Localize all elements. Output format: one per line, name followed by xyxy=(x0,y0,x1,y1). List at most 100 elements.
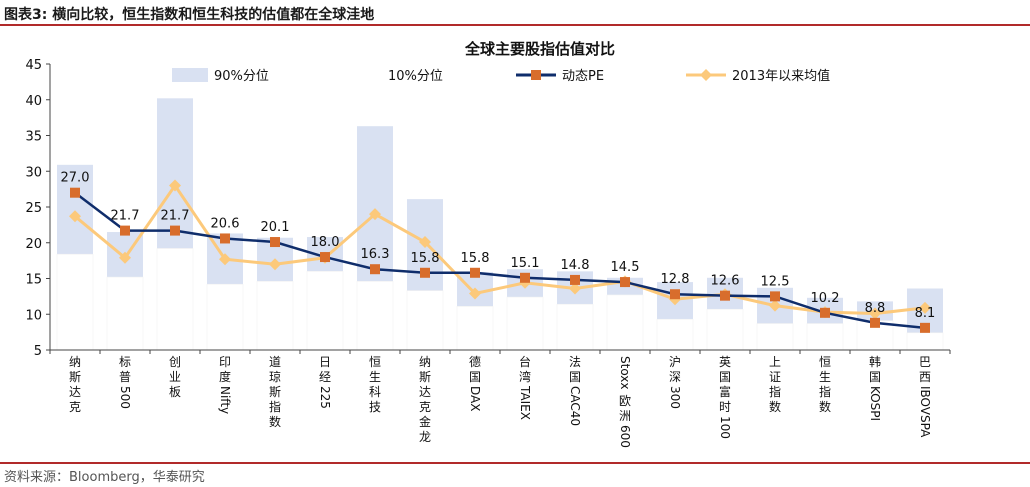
pe-label-1: 21.7 xyxy=(111,209,140,224)
pe-label-3: 20.6 xyxy=(211,216,240,231)
svg-text:纳: 纳 xyxy=(69,355,81,369)
bar-p10-12 xyxy=(656,318,694,351)
pe-point-2 xyxy=(170,225,180,236)
x-tick-label-5: 日经 225 xyxy=(318,355,332,409)
svg-text:KOSPI: KOSPI xyxy=(868,386,882,421)
pe-point-0 xyxy=(70,187,80,198)
avg-point-9 xyxy=(519,276,531,289)
bar-p10-3 xyxy=(206,283,244,351)
bar-p10-7 xyxy=(406,290,444,351)
svg-text:100: 100 xyxy=(718,416,732,439)
avg-point-17 xyxy=(919,301,931,314)
svg-text:国: 国 xyxy=(569,370,581,384)
band-p90-0 xyxy=(57,164,93,255)
svg-text:沪: 沪 xyxy=(669,355,681,369)
bar-p10-4 xyxy=(256,281,294,351)
pe-point-14 xyxy=(770,291,780,302)
svg-text:恒: 恒 xyxy=(819,355,831,369)
y-tick-label-5: 5 xyxy=(34,344,42,359)
pe-point-7 xyxy=(420,267,430,278)
x-tick-label-10: 法国 CAC40 xyxy=(568,355,582,426)
svg-text:500: 500 xyxy=(118,386,132,409)
pe-label-10: 14.8 xyxy=(561,258,590,273)
svg-text:国: 国 xyxy=(469,370,481,384)
svg-text:克: 克 xyxy=(419,400,431,414)
svg-text:韩: 韩 xyxy=(869,354,881,369)
svg-text:225: 225 xyxy=(318,386,332,409)
svg-text:时: 时 xyxy=(719,400,731,414)
avg-point-1 xyxy=(119,251,131,264)
source-note: 资料来源：Bloomberg，华泰研究 xyxy=(4,470,205,485)
pe-label-2: 21.7 xyxy=(161,209,190,224)
pe-label-14: 12.5 xyxy=(761,274,790,289)
x-tick-label-6: 恒生科技 xyxy=(369,355,381,414)
svg-text:琼: 琼 xyxy=(269,369,281,384)
pe-point-16 xyxy=(870,317,880,328)
x-tick-label-11: Stoxx 欧洲 600 xyxy=(618,356,632,448)
svg-text:Nifty: Nifty xyxy=(218,386,232,414)
pe-point-6 xyxy=(370,264,380,275)
svg-text:德: 德 xyxy=(469,354,481,369)
svg-text:生: 生 xyxy=(819,370,831,384)
pe-label-12: 12.8 xyxy=(661,272,690,287)
svg-text:数: 数 xyxy=(269,414,281,429)
svg-text:生: 生 xyxy=(369,370,381,384)
x-tick-label-2: 创业板 xyxy=(169,355,181,399)
pe-label-13: 12.6 xyxy=(711,274,740,289)
legend-marker-pe xyxy=(531,70,541,80)
legend-label-p10: 10%分位 xyxy=(388,69,443,84)
pe-point-3 xyxy=(220,233,230,244)
svg-text:指: 指 xyxy=(269,399,281,414)
pe-label-9: 15.1 xyxy=(511,256,540,271)
bar-p10-6 xyxy=(356,281,394,351)
pe-point-9 xyxy=(520,272,530,283)
svg-text:道: 道 xyxy=(269,355,281,369)
band-p90-2 xyxy=(157,98,193,249)
x-tick-label-16: 韩国 KOSPI xyxy=(868,354,882,421)
x-tick-label-1: 标普 500 xyxy=(118,355,132,409)
svg-text:台: 台 xyxy=(519,354,531,369)
pe-point-11 xyxy=(620,277,630,288)
bar-p10-14 xyxy=(756,323,794,351)
bar-p10-2 xyxy=(156,248,194,351)
x-tick-label-17: 巴西 IBOVSPA xyxy=(918,355,932,438)
bar-p10-5 xyxy=(306,271,344,351)
chart-title: 全球主要股指估值对比 xyxy=(464,40,615,58)
pe-point-13 xyxy=(720,290,730,301)
bar-p10-17 xyxy=(906,332,944,351)
svg-text:业: 业 xyxy=(169,370,181,384)
pe-label-15: 10.2 xyxy=(811,291,840,306)
pe-label-4: 20.1 xyxy=(261,220,290,235)
avg-point-14 xyxy=(769,299,781,312)
svg-text:斯: 斯 xyxy=(419,370,431,384)
svg-text:斯: 斯 xyxy=(69,370,81,384)
svg-text:斯: 斯 xyxy=(269,385,281,399)
svg-text:国: 国 xyxy=(719,370,731,384)
pe-label-8: 15.8 xyxy=(461,251,490,266)
svg-text:湾: 湾 xyxy=(519,369,531,384)
bar-p10-1 xyxy=(106,276,144,351)
svg-text:法: 法 xyxy=(569,355,581,369)
figure-title: 图表3: 横向比较，恒生指数和恒生科技的估值都在全球洼地 xyxy=(4,7,375,23)
y-tick-label-35: 35 xyxy=(25,130,42,145)
svg-text:600: 600 xyxy=(618,425,632,448)
x-tick-label-8: 德国 DAX xyxy=(468,354,482,411)
svg-text:Stoxx: Stoxx xyxy=(618,356,632,390)
svg-text:TAIEX: TAIEX xyxy=(518,385,532,420)
x-tick-label-12: 沪深 300 xyxy=(668,355,682,409)
pe-point-17 xyxy=(920,322,930,333)
svg-text:板: 板 xyxy=(169,385,181,399)
legend-label-avg: 2013年以来均值 xyxy=(732,68,830,84)
svg-text:富: 富 xyxy=(719,384,731,399)
y-tick-label-30: 30 xyxy=(25,165,42,180)
svg-text:西: 西 xyxy=(919,370,931,384)
svg-text:指: 指 xyxy=(769,384,781,399)
pe-label-5: 18.0 xyxy=(311,235,340,250)
svg-text:洲: 洲 xyxy=(619,409,631,423)
pe-line-path xyxy=(74,191,926,330)
pe-label-16: 8.8 xyxy=(865,301,886,316)
svg-text:数: 数 xyxy=(769,399,781,414)
